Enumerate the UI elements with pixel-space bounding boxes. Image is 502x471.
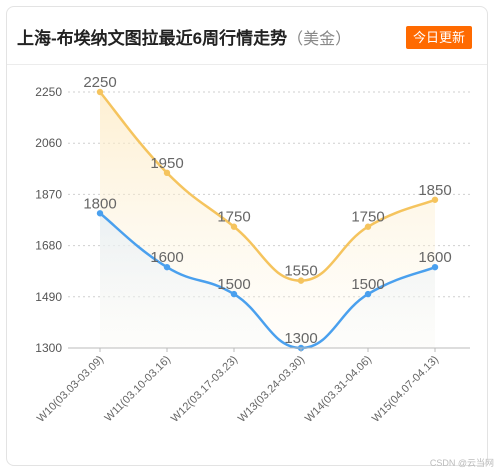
series-2-data-label: 1600 — [150, 249, 183, 266]
series-1-point[interactable] — [364, 223, 372, 230]
series-1-point[interactable] — [431, 196, 439, 203]
series-1-point[interactable] — [96, 88, 104, 96]
y-tick-label: 1300 — [35, 341, 62, 355]
series-1-data-label: 1750 — [217, 209, 250, 226]
series-2-point[interactable] — [96, 210, 104, 217]
series-1-data-label: 1950 — [150, 155, 183, 172]
y-tick-label: 1870 — [35, 187, 62, 201]
y-tick-label: 2060 — [35, 136, 62, 150]
y-tick-label: 1680 — [35, 239, 62, 253]
label-layer: 2250 1950 1750 1550 1750 1850 1800 1600 1500 1300… — [83, 74, 451, 347]
x-tick-label: W13(03.24-03.30) — [236, 354, 307, 425]
series-1-point[interactable] — [163, 169, 171, 177]
series-2-data-label: 1500 — [351, 276, 384, 293]
series-2-data-label: 1300 — [284, 330, 317, 347]
x-tick-label: W14(03.31-04.06) — [303, 354, 374, 425]
updated-today-badge[interactable]: 今日更新 — [405, 26, 472, 49]
y-tick-label: 2250 — [35, 85, 62, 99]
series-1-point[interactable] — [297, 277, 305, 284]
series-2-point[interactable] — [364, 290, 372, 298]
chart-title-text: 上海-布埃纳文图拉最近6周行情走势 — [17, 29, 288, 48]
card-header: 上海-布埃纳文图拉最近6周行情走势（美金） 今日更新 — [7, 7, 487, 65]
series-1-data-label: 1750 — [351, 209, 384, 226]
point-layer — [96, 88, 439, 352]
series-2-data-label: 1500 — [217, 276, 250, 293]
series-2-data-label: 1800 — [83, 195, 116, 212]
x-tick-label: W11(03.10-03.16) — [103, 354, 174, 425]
x-tick-label: W10(03.03-03.09) — [35, 354, 106, 425]
series-1-data-label: 1550 — [284, 263, 317, 280]
chart-title-unit: （美金） — [287, 31, 352, 48]
series-2-point[interactable] — [163, 263, 171, 271]
series-2-point[interactable] — [431, 263, 439, 271]
series-2-point[interactable] — [230, 290, 238, 298]
series-1-point[interactable] — [230, 223, 238, 230]
x-tick-label: W15(04.07-04.13) — [370, 354, 441, 425]
x-tick-label: W12(03.17-03.23) — [169, 354, 240, 425]
series-1-data-label: 2250 — [83, 74, 116, 91]
series-1-data-label: 1850 — [418, 182, 451, 199]
watermark: CSDN @云当网 — [429, 458, 494, 468]
series-2-data-label: 1600 — [418, 249, 451, 266]
chart-title: 上海-布埃纳文图拉最近6周行情走势（美金） — [17, 24, 351, 49]
series-2-area — [100, 213, 435, 348]
area-layer — [100, 92, 435, 348]
y-tick-label: 1490 — [35, 290, 62, 304]
